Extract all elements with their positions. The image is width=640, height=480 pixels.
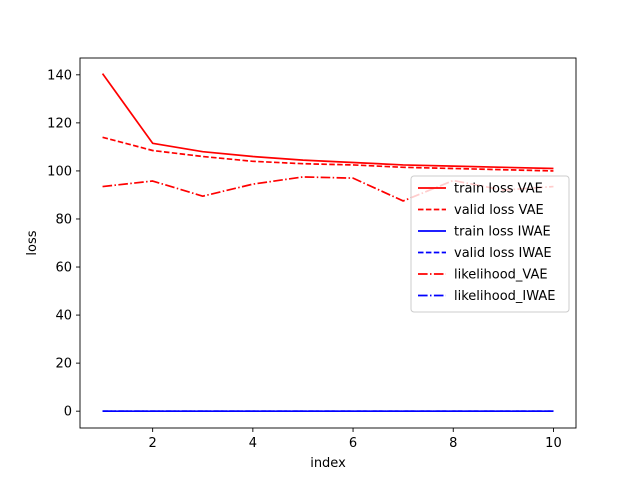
plot-frame xyxy=(79,57,577,429)
legend-label-5: likelihood_VAE xyxy=(454,268,548,283)
legend-label-3: train loss IWAE xyxy=(454,225,551,240)
x-tick-label: 4 xyxy=(249,436,257,451)
legend: train loss VAE valid loss VAE train loss I… xyxy=(410,175,570,313)
y-tick-label: 40 xyxy=(55,309,72,324)
series-layer xyxy=(101,73,554,413)
y-tick-label: 120 xyxy=(47,116,72,131)
x-axis-label: index xyxy=(310,456,346,471)
y-tick-label: 140 xyxy=(47,68,72,83)
legend-box xyxy=(410,175,570,313)
x-tick-label: 8 xyxy=(449,436,457,451)
y-tick-label: 0 xyxy=(64,405,72,420)
x-tick-label: 10 xyxy=(545,436,562,451)
y-axis-label: loss xyxy=(25,230,40,255)
y-tick-label: 60 xyxy=(55,261,72,276)
legend-label-4: valid loss IWAE xyxy=(454,246,552,261)
legend-label-6: likelihood_IWAE xyxy=(454,289,556,304)
series-line-1 xyxy=(101,73,554,170)
x-tick-label: 6 xyxy=(349,436,357,451)
legend-label-1: train loss VAE xyxy=(454,182,543,197)
x-tick-label: 2 xyxy=(149,436,157,451)
y-tick-label: 20 xyxy=(55,357,72,372)
y-tick-label: 100 xyxy=(47,164,72,179)
legend-label-2: valid loss VAE xyxy=(454,203,544,218)
y-tick-label: 80 xyxy=(55,212,72,227)
